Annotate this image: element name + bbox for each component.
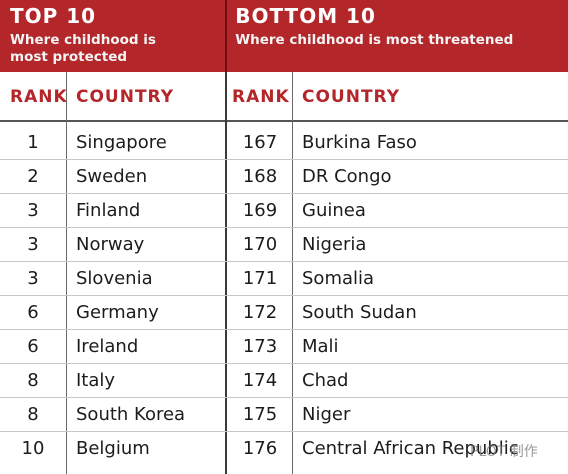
bottom-rank-cell: 172 — [242, 302, 278, 323]
row-separator — [0, 363, 568, 364]
row-separator — [0, 227, 568, 228]
row-separator — [0, 397, 568, 398]
bottom-10-banner: BOTTOM 10 Where childhood is most threat… — [225, 0, 568, 72]
top-country-cell: South Korea — [76, 404, 186, 425]
bottom-country-cell: Somalia — [302, 268, 375, 289]
top-country-cell: Belgium — [76, 438, 150, 459]
watermark: PLOT 制作 — [470, 444, 538, 460]
table-row: 2 Sweden 168 DR Congo — [0, 160, 568, 194]
top-rank-cell: 3 — [27, 200, 39, 221]
bottom-rank-cell: 169 — [242, 200, 278, 221]
top-country-cell: Germany — [76, 302, 159, 323]
top-rank-cell: 1 — [27, 132, 39, 153]
bottom-country-cell: Guinea — [302, 200, 366, 221]
table-row: 1 Singapore 167 Burkina Faso — [0, 126, 568, 160]
table-row: 10 Belgium 176 Central African Republic — [0, 432, 568, 466]
top-country-cell: Norway — [76, 234, 145, 255]
top-rank-cell: 3 — [27, 268, 39, 289]
top-rank-cell: 2 — [27, 166, 39, 187]
row-separator — [0, 329, 568, 330]
table-row: 6 Germany 172 South Sudan — [0, 296, 568, 330]
top-rank-cell: 6 — [27, 302, 39, 323]
top-country-cell: Finland — [76, 200, 141, 221]
bottom-rank-header: RANK — [232, 87, 290, 107]
top-rank-cell: 8 — [27, 404, 39, 425]
bottom-country-cell: Chad — [302, 370, 349, 391]
bottom-country-header: COUNTRY — [302, 87, 401, 107]
row-separator — [0, 159, 568, 160]
bottom-rank-cell: 167 — [242, 132, 278, 153]
bottom-rank-cell: 170 — [242, 234, 278, 255]
header-banner: TOP 10 Where childhood is most protected… — [0, 0, 568, 72]
table-row: 8 Italy 174 Chad — [0, 364, 568, 398]
table-row: 8 South Korea 175 Niger — [0, 398, 568, 432]
bottom-country-cell: South Sudan — [302, 302, 417, 323]
top-country-cell: Sweden — [76, 166, 148, 187]
bottom-rank-cell: 174 — [242, 370, 278, 391]
top-country-cell: Ireland — [76, 336, 139, 357]
bottom-country-cell: Burkina Faso — [302, 132, 417, 153]
top-rank-cell: 6 — [27, 336, 39, 357]
top-country-cell: Italy — [76, 370, 116, 391]
row-separator — [0, 193, 568, 194]
table-row: 3 Slovenia 171 Somalia — [0, 262, 568, 296]
bottom-country-cell: Central African Republic — [302, 438, 519, 459]
bottom-country-cell: DR Congo — [302, 166, 392, 187]
bottom-rank-cell: 175 — [242, 404, 278, 425]
top-country-cell: Slovenia — [76, 268, 153, 289]
bottom-10-subtitle: Where childhood is most threatened — [235, 32, 514, 48]
bottom-rank-cell: 176 — [242, 438, 278, 459]
top-rank-cell: 8 — [27, 370, 39, 391]
divider-top-rank — [66, 72, 67, 474]
divider-middle — [225, 72, 227, 474]
row-separator — [0, 431, 568, 432]
top-rank-cell: 10 — [21, 438, 45, 459]
top-10-title: TOP 10 — [10, 4, 97, 28]
bottom-country-cell: Niger — [302, 404, 351, 425]
top-rank-cell: 3 — [27, 234, 39, 255]
table-row: 3 Finland 169 Guinea — [0, 194, 568, 228]
row-separator — [0, 295, 568, 296]
top-rank-header: RANK — [10, 87, 68, 107]
bottom-country-cell: Nigeria — [302, 234, 367, 255]
table-row: 6 Ireland 173 Mali — [0, 330, 568, 364]
row-separator — [0, 261, 568, 262]
bottom-rank-cell: 168 — [242, 166, 278, 187]
top-country-cell: Singapore — [76, 132, 167, 153]
bottom-10-title: BOTTOM 10 — [235, 4, 376, 28]
divider-bottom-rank — [292, 72, 293, 474]
top-10-banner: TOP 10 Where childhood is most protected — [0, 0, 225, 72]
top-country-header: COUNTRY — [76, 87, 175, 107]
top-10-subtitle: Where childhood is most protected — [10, 32, 156, 65]
table-row: 3 Norway 170 Nigeria — [0, 228, 568, 262]
bottom-rank-cell: 173 — [242, 336, 278, 357]
bottom-rank-cell: 171 — [242, 268, 278, 289]
column-header-row: RANK COUNTRY RANK COUNTRY — [0, 72, 568, 122]
bottom-country-cell: Mali — [302, 336, 339, 357]
